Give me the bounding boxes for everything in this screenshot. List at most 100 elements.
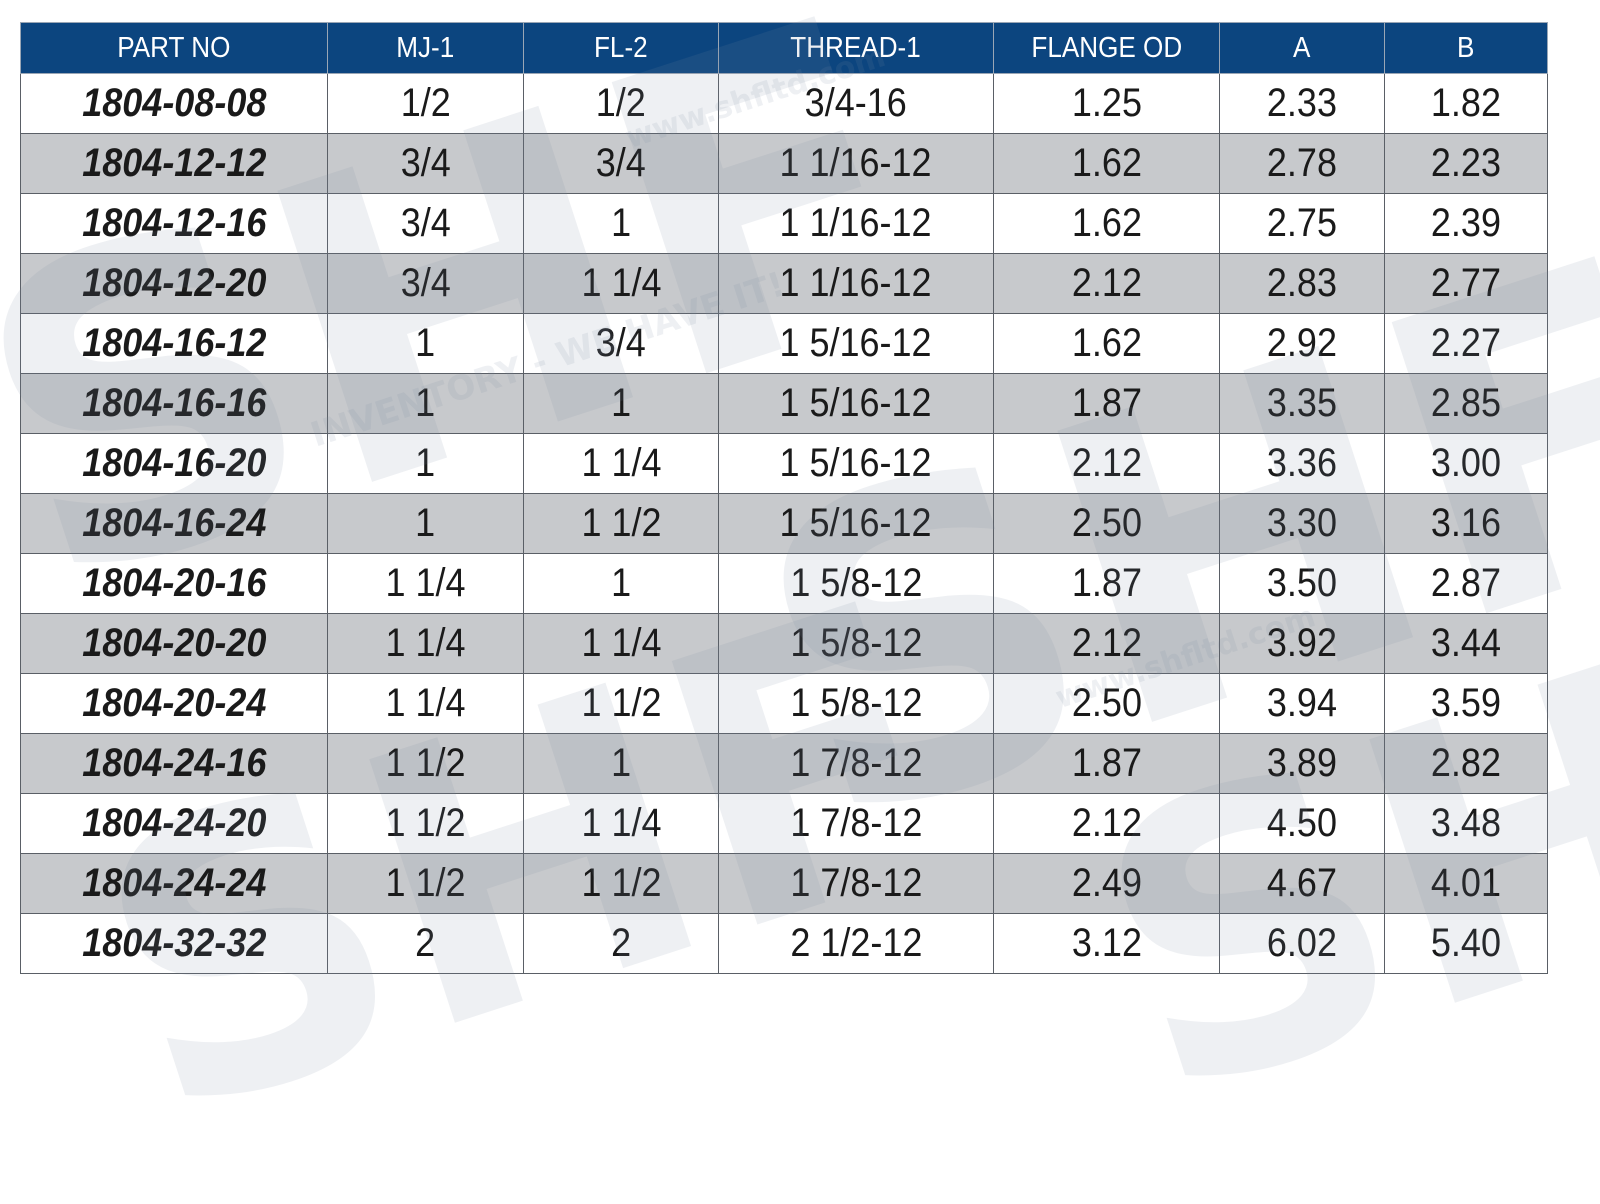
cell-value: 3.92 [1266, 621, 1338, 665]
cell-flange-od: 2.12 [993, 253, 1220, 314]
cell-thread-1: 1 5/16-12 [718, 373, 994, 434]
cell-value: 1 7/8-12 [789, 801, 923, 845]
cell-thread-1: 1 7/8-12 [718, 853, 994, 914]
header-row: PART NO MJ-1 FL-2 THREAD-1 FLANGE OD A B [20, 22, 1548, 74]
cell-value: 1 7/8-12 [789, 861, 923, 905]
cell-mj-1: 1 [327, 313, 524, 374]
cell-value: 1 1/16-12 [779, 261, 933, 305]
cell-value: 2 [610, 921, 632, 965]
cell-value: 2.33 [1266, 81, 1338, 125]
cell-value: 1804-24-24 [81, 861, 267, 905]
cell-thread-1: 1 7/8-12 [718, 793, 994, 854]
cell-thread-1: 1 5/16-12 [718, 433, 994, 494]
cell-b: 2.87 [1384, 553, 1548, 614]
cell-value: 1 1/16-12 [779, 201, 933, 245]
table-row: 1804-20-16 1 1/4 1 1 5/8-12 1.87 3.50 2.87 [20, 553, 1548, 614]
cell-b: 2.23 [1384, 133, 1548, 194]
cell-a: 2.75 [1219, 193, 1385, 254]
cell-value: 1 1/2 [385, 861, 466, 905]
cell-part-no: 1804-20-24 [20, 673, 328, 734]
cell-value: 1 5/8-12 [789, 561, 923, 605]
cell-value: 1 1/2 [580, 501, 662, 545]
cell-value: 1 1/4 [580, 261, 662, 305]
cell-value: 1804-12-16 [81, 201, 267, 245]
cell-value: 1.62 [1071, 201, 1142, 245]
cell-b: 3.00 [1384, 433, 1548, 494]
column-header-thread-1: THREAD-1 [718, 22, 994, 74]
cell-thread-1: 1 5/8-12 [718, 673, 994, 734]
cell-fl-2: 2 [523, 913, 719, 974]
cell-value: 3/4 [400, 261, 451, 305]
cell-part-no: 1804-12-16 [20, 193, 328, 254]
cell-value: 1804-16-16 [81, 381, 267, 425]
table-row: 1804-24-24 1 1/2 1 1/2 1 7/8-12 2.49 4.67 4.01 [20, 853, 1548, 914]
cell-flange-od: 1.62 [993, 193, 1220, 254]
cell-part-no: 1804-20-16 [20, 553, 328, 614]
cell-value: 1804-16-12 [81, 321, 267, 365]
cell-value: 2.85 [1430, 381, 1502, 425]
cell-fl-2: 1 1/2 [523, 853, 719, 914]
cell-fl-2: 1 [523, 733, 719, 794]
cell-a: 3.92 [1219, 613, 1385, 674]
cell-b: 3.59 [1384, 673, 1548, 734]
cell-value: 2.12 [1071, 441, 1142, 485]
cell-value: 1 1/4 [385, 681, 466, 725]
cell-value: 3.48 [1430, 801, 1502, 845]
table-row: 1804-08-08 1/2 1/2 3/4-16 1.25 2.33 1.82 [20, 73, 1548, 134]
cell-thread-1: 1 5/8-12 [718, 553, 994, 614]
cell-b: 2.27 [1384, 313, 1548, 374]
cell-flange-od: 1.62 [993, 133, 1220, 194]
cell-value: 1 1/2 [580, 681, 662, 725]
cell-value: 1 [610, 381, 632, 425]
cell-value: 3.44 [1430, 621, 1502, 665]
cell-value: 1 [610, 561, 632, 605]
cell-value: 3/4 [595, 141, 647, 185]
cell-thread-1: 1 5/8-12 [718, 613, 994, 674]
cell-flange-od: 2.12 [993, 613, 1220, 674]
column-header-fl-2: FL-2 [523, 22, 719, 74]
table-row: 1804-24-16 1 1/2 1 1 7/8-12 1.87 3.89 2.82 [20, 733, 1548, 794]
cell-value: 2.12 [1071, 621, 1142, 665]
cell-value: 3.12 [1071, 921, 1142, 965]
cell-part-no: 1804-16-24 [20, 493, 328, 554]
cell-thread-1: 1 1/16-12 [718, 193, 994, 254]
cell-a: 2.92 [1219, 313, 1385, 374]
cell-part-no: 1804-24-16 [20, 733, 328, 794]
cell-thread-1: 1 7/8-12 [718, 733, 994, 794]
cell-part-no: 1804-08-08 [20, 73, 328, 134]
cell-mj-1: 2 [327, 913, 524, 974]
cell-fl-2: 1 1/2 [523, 673, 719, 734]
cell-value: 1 1/2 [385, 741, 466, 785]
cell-value: 1 [415, 321, 436, 365]
cell-a: 2.33 [1219, 73, 1385, 134]
cell-value: 1/2 [400, 81, 451, 125]
cell-flange-od: 2.12 [993, 433, 1220, 494]
table-row: 1804-12-12 3/4 3/4 1 1/16-12 1.62 2.78 2.23 [20, 133, 1548, 194]
cell-value: 6.02 [1266, 921, 1338, 965]
table-row: 1804-16-16 1 1 1 5/16-12 1.87 3.35 2.85 [20, 373, 1548, 434]
cell-value: 3.30 [1266, 501, 1338, 545]
cell-value: 2.50 [1071, 501, 1142, 545]
cell-a: 3.30 [1219, 493, 1385, 554]
cell-b: 3.16 [1384, 493, 1548, 554]
cell-part-no: 1804-16-20 [20, 433, 328, 494]
cell-value: 1 5/8-12 [789, 681, 923, 725]
cell-b: 3.44 [1384, 613, 1548, 674]
cell-b: 4.01 [1384, 853, 1548, 914]
cell-value: 1.25 [1071, 81, 1142, 125]
cell-value: 2 [415, 921, 436, 965]
cell-value: 5.40 [1430, 921, 1502, 965]
cell-flange-od: 1.62 [993, 313, 1220, 374]
column-header-flange-od: FLANGE OD [993, 22, 1220, 74]
cell-part-no: 1804-12-12 [20, 133, 328, 194]
cell-part-no: 1804-16-16 [20, 373, 328, 434]
cell-value: 1 1/4 [580, 621, 662, 665]
cell-value: 3/4 [400, 201, 451, 245]
cell-mj-1: 3/4 [327, 193, 524, 254]
column-header-mj-1: MJ-1 [327, 22, 524, 74]
cell-value: 2 1/2-12 [789, 921, 923, 965]
cell-flange-od: 1.87 [993, 373, 1220, 434]
cell-b: 2.85 [1384, 373, 1548, 434]
cell-a: 3.89 [1219, 733, 1385, 794]
cell-a: 3.36 [1219, 433, 1385, 494]
